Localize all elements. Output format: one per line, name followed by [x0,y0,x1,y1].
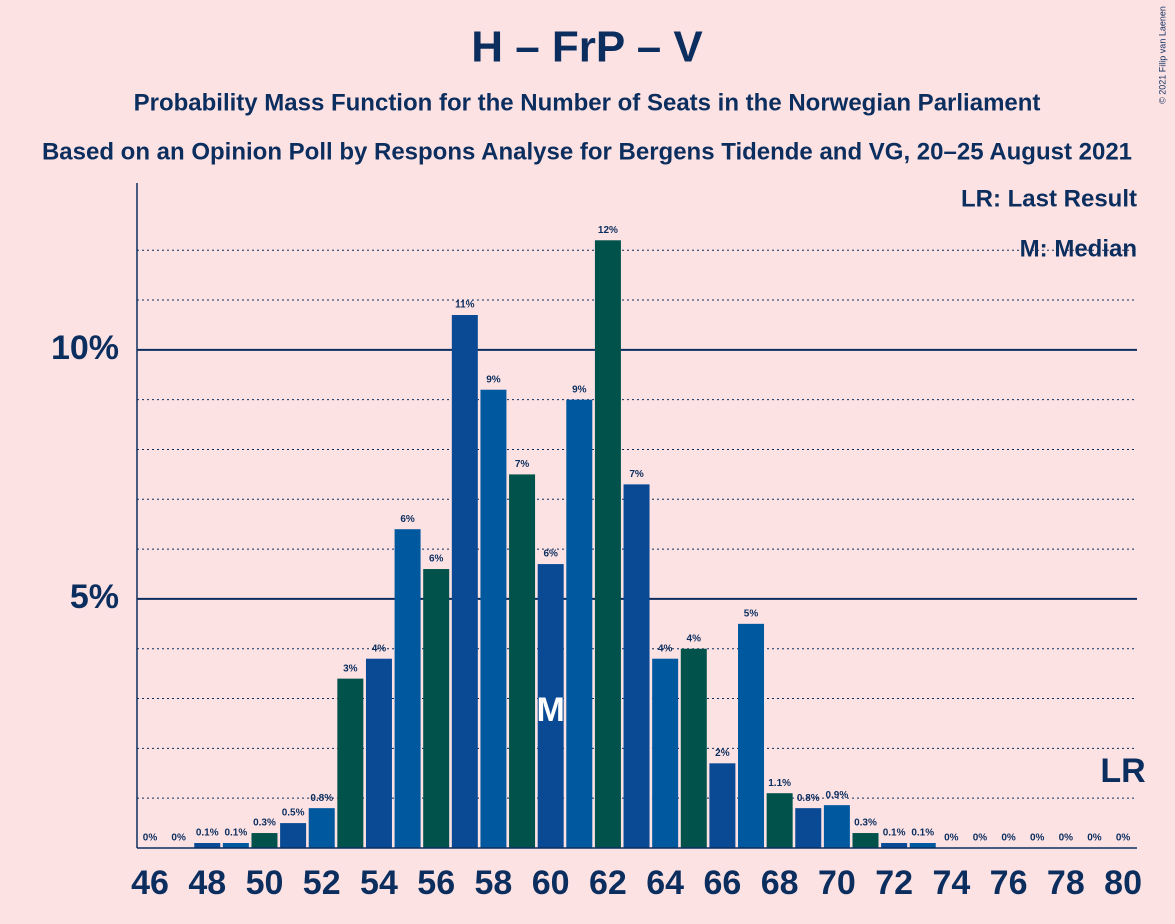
x-tick-label: 60 [532,864,570,902]
chart-subtitle: Based on an Opinion Poll by Respons Anal… [42,138,1132,165]
value-label: 0.3% [253,818,276,829]
value-label: 7% [629,469,644,480]
bar [480,389,507,848]
value-label: 0% [1059,833,1074,844]
x-tick-label: 50 [246,864,284,902]
value-label: 6% [543,549,558,560]
value-label: 0.9% [825,790,848,801]
chart-title: H – FrP – V [471,23,703,72]
x-tick-label: 68 [761,864,799,902]
value-label: 9% [486,374,501,385]
bar [795,808,822,848]
x-tick-label: 64 [646,864,684,902]
bar [280,823,307,848]
x-tick-label: 62 [589,864,627,902]
legend-entry: LR: Last Result [961,185,1137,212]
x-tick-label: 52 [303,864,341,902]
x-tick-label: 72 [875,864,913,902]
bar [365,658,392,848]
chart-subtitle: Probability Mass Function for the Number… [134,89,1041,116]
bar [823,805,850,848]
value-label: 11% [455,300,475,311]
bar [337,678,364,848]
value-label: 0% [143,833,158,844]
value-label: 0.8% [797,793,820,804]
x-tick-label: 78 [1047,864,1085,902]
last-result-marker: LR [1100,752,1145,790]
value-label: 9% [572,384,587,395]
value-label: 5% [744,608,759,619]
bar [423,569,450,848]
value-label: 0.1% [224,828,247,839]
value-label: 0% [1030,833,1045,844]
bar [194,843,221,848]
bar [509,474,536,848]
copyright: © 2021 Filip van Laenen [1157,6,1167,104]
bar [709,763,736,848]
bar [251,833,278,848]
bar [766,793,793,848]
bar [652,658,679,848]
y-tick-label: 10% [51,329,119,367]
bar [852,833,879,848]
median-marker: M [537,691,565,729]
x-tick-label: 48 [188,864,226,902]
bar [394,529,421,848]
bar [909,843,936,848]
value-label: 7% [515,459,530,470]
x-tick-label: 74 [932,864,970,902]
value-label: 0% [1001,833,1016,844]
x-tick-label: 46 [131,864,169,902]
value-label: 0.8% [310,793,333,804]
value-label: 3% [343,663,358,674]
value-label: 6% [429,554,444,565]
value-label: 4% [658,643,673,654]
value-label: 0% [1087,833,1102,844]
legend-entry: M: Median [1020,235,1137,262]
value-label: 0.3% [854,818,877,829]
value-label: 0.1% [883,828,906,839]
value-label: 0% [944,833,959,844]
x-tick-label: 56 [417,864,455,902]
value-label: 0.5% [282,808,305,819]
bar [308,808,335,848]
value-label: 0% [171,833,186,844]
bar [451,315,478,848]
bar [594,240,621,848]
y-tick-label: 5% [70,578,119,616]
bar [222,843,249,848]
x-tick-label: 58 [475,864,513,902]
bar [738,623,765,848]
value-label: 1.1% [768,778,791,789]
value-label: 4% [687,633,702,644]
value-label: 6% [400,514,415,525]
x-tick-label: 66 [703,864,741,902]
bar [623,484,650,848]
x-tick-label: 70 [818,864,856,902]
bar [680,648,707,848]
x-tick-label: 76 [990,864,1028,902]
x-tick-label: 54 [360,864,398,902]
value-label: 2% [715,748,730,759]
x-tick-label: 80 [1104,864,1142,902]
value-label: 12% [598,225,618,236]
bar [881,843,908,848]
bar [537,564,564,848]
value-label: 0% [973,833,988,844]
value-label: 0% [1116,833,1131,844]
value-label: 4% [372,643,387,654]
value-label: 0.1% [196,828,219,839]
bar [566,399,593,848]
value-label: 0.1% [911,828,934,839]
